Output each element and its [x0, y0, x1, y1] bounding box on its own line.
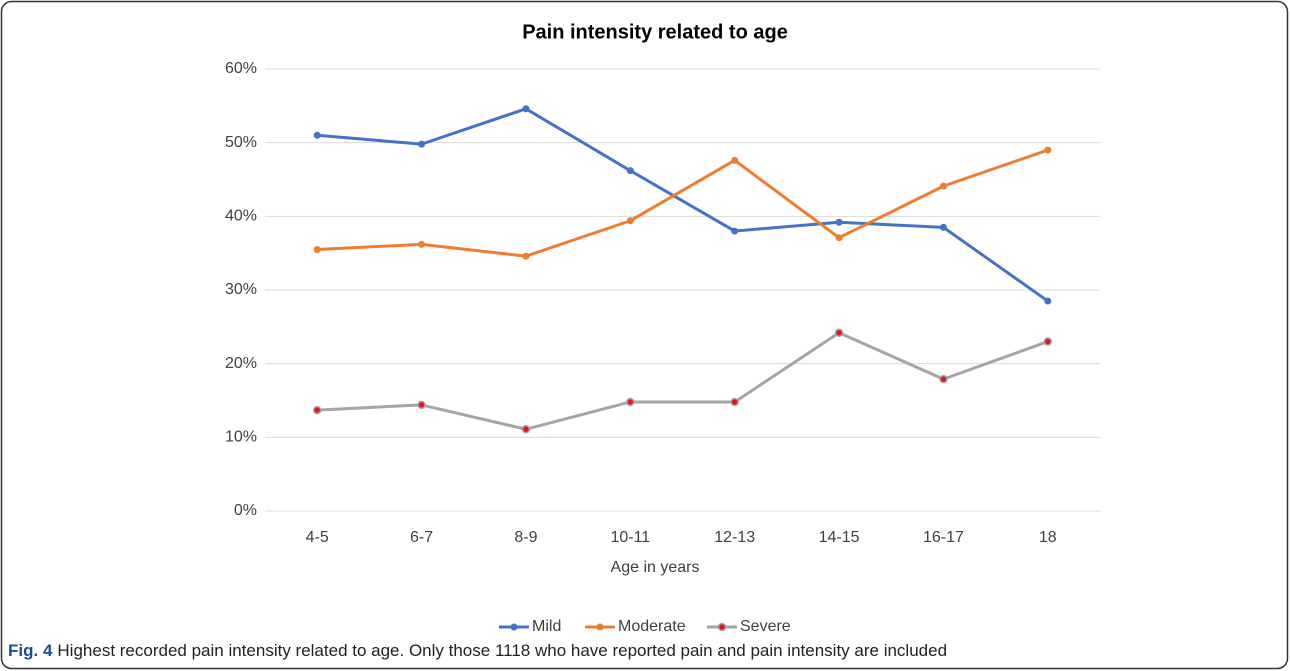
point [834, 328, 844, 337]
point [522, 252, 530, 260]
point [626, 397, 635, 407]
point [417, 400, 426, 410]
point [731, 227, 739, 235]
x-tick-label: 10-11 [610, 529, 650, 546]
legend-marker [596, 623, 604, 631]
point [312, 405, 322, 415]
y-tick-label: 10% [225, 429, 257, 446]
legend-label: Mild [532, 618, 561, 635]
series-line [317, 148, 1049, 258]
chart-title: Pain intensity related to age [522, 21, 788, 43]
point [626, 167, 634, 175]
point [731, 156, 739, 164]
point [835, 234, 843, 242]
point [522, 105, 530, 113]
point [939, 182, 947, 190]
point [313, 245, 321, 253]
caption-text: Highest recorded pain intensity related … [57, 641, 947, 660]
point [1044, 297, 1052, 305]
point [939, 374, 948, 384]
caption-label: Fig. 4 [8, 641, 53, 660]
x-tick-label: 18 [1039, 529, 1057, 546]
point [418, 240, 426, 248]
point [1044, 146, 1052, 154]
x-tick-label: 12-13 [714, 529, 755, 546]
legend-label: Severe [740, 618, 791, 635]
x-tick-label: 16-17 [923, 529, 964, 546]
x-tick-label: 8-9 [514, 529, 537, 546]
legend-label: Moderate [618, 618, 686, 635]
point [313, 131, 321, 139]
y-tick-label: 0% [234, 502, 257, 519]
point [939, 223, 947, 231]
y-tick-label: 20% [225, 355, 257, 372]
point [730, 397, 739, 407]
legend-marker [510, 623, 518, 631]
x-tick-label: 6-7 [410, 529, 433, 546]
point [1043, 337, 1053, 346]
y-tick-label: 50% [225, 134, 257, 151]
point [835, 218, 843, 226]
point [521, 424, 531, 434]
x-tick-label: 4-5 [306, 529, 329, 546]
x-tick-label: 14-15 [819, 529, 860, 546]
series-line [317, 107, 1049, 303]
legend-marker [717, 622, 727, 632]
x-axis-label: Age in years [611, 559, 700, 576]
point [626, 217, 634, 225]
point [418, 140, 426, 148]
y-tick-label: 30% [225, 281, 257, 298]
series-line [317, 331, 1049, 431]
caption: Fig. 4 Highest recorded pain intensity re… [8, 641, 947, 660]
y-tick-label: 40% [225, 208, 257, 225]
y-tick-label: 60% [225, 60, 257, 77]
